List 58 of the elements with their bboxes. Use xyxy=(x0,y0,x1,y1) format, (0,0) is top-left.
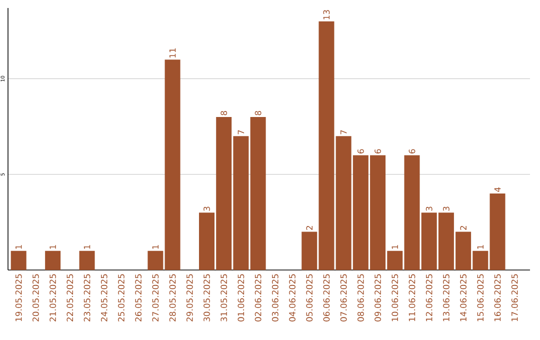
data-label: 2 xyxy=(306,226,313,230)
bar xyxy=(148,250,164,270)
x-tick-label: 12.06.2025 xyxy=(426,274,432,322)
data-label: 6 xyxy=(357,149,364,154)
bar xyxy=(79,250,95,270)
bar xyxy=(10,250,26,270)
data-label: 1 xyxy=(16,245,22,249)
data-label: 1 xyxy=(84,245,90,249)
x-tick-label: 27.05.2025 xyxy=(152,274,159,322)
data-label: 7 xyxy=(340,130,347,134)
data-label: 8 xyxy=(254,110,262,116)
x-tick-label: 26.05.2025 xyxy=(135,274,142,322)
x-tick-label: 21.05.2025 xyxy=(50,274,56,322)
x-tick-label: 10.06.2025 xyxy=(392,274,398,322)
x-tick-label: 07.06.2025 xyxy=(340,274,347,322)
x-tick-label: 15.06.2025 xyxy=(477,274,484,322)
data-label: 7 xyxy=(238,130,244,134)
x-tick-label: 24.05.2025 xyxy=(100,274,108,322)
data-label: 1 xyxy=(477,245,484,249)
data-label: 3 xyxy=(204,206,210,211)
x-tick-label: 03.06.2025 xyxy=(272,274,278,322)
x-tick-label: 23.05.2025 xyxy=(84,274,90,322)
data-label: 6 xyxy=(374,149,381,154)
data-label: 2 xyxy=(460,226,466,230)
bar xyxy=(490,194,506,270)
x-tick-label: 31.05.2025 xyxy=(220,274,228,322)
x-tick-label: 22.05.2025 xyxy=(66,274,74,322)
x-tick-label: 13.06.2025 xyxy=(443,274,450,322)
bar xyxy=(45,250,61,270)
x-tick-label: 25.05.2025 xyxy=(118,274,124,322)
x-tick-label: 09.06.2025 xyxy=(374,274,381,322)
data-label: 3 xyxy=(426,206,432,211)
x-tick-label: 20.05.2025 xyxy=(32,274,39,322)
x-tick-label: 17.06.2025 xyxy=(511,274,518,322)
x-tick-label: 02.06.2025 xyxy=(254,274,262,322)
data-label: 1 xyxy=(152,245,159,249)
x-tick-label: 29.05.2025 xyxy=(186,274,193,322)
bar xyxy=(250,117,266,270)
data-label: 4 xyxy=(494,187,501,192)
x-tick-label: 06.06.2025 xyxy=(323,274,330,322)
x-tick-label: 28.05.2025 xyxy=(169,274,176,322)
x-tick-label: 05.06.2025 xyxy=(306,274,313,322)
x-tick-label: 30.05.2025 xyxy=(204,274,210,322)
x-tick-label: 11.06.2025 xyxy=(408,274,416,322)
x-tick-label: 19.05.2025 xyxy=(15,274,22,322)
data-label: 11 xyxy=(169,48,176,58)
data-label: 1 xyxy=(392,245,398,249)
data-label: 6 xyxy=(408,149,416,154)
x-tick-label: 04.06.2025 xyxy=(289,274,296,322)
x-tick-label: 16.06.2025 xyxy=(494,274,501,322)
x-tick-label: 14.06.2025 xyxy=(460,274,467,322)
bar xyxy=(164,60,180,270)
data-label: 1 xyxy=(50,245,56,249)
data-label: 8 xyxy=(220,110,228,116)
data-label: 3 xyxy=(443,206,450,211)
x-tick-label: 08.06.2025 xyxy=(357,274,364,322)
data-label: 13 xyxy=(323,10,330,20)
x-tick-label: 01.06.2025 xyxy=(238,274,244,322)
